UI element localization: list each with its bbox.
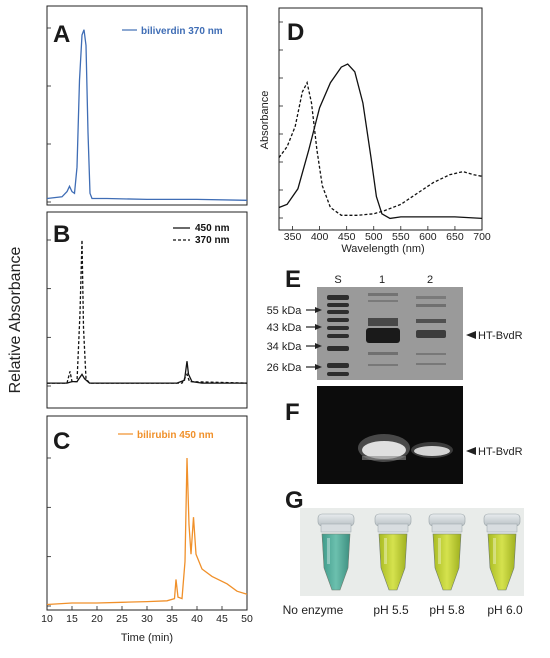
panel-f-letter: F	[285, 399, 300, 426]
series-line-c-0	[46, 457, 248, 606]
x-tick-label: 400	[311, 231, 329, 243]
x-tick-label: 15	[66, 613, 78, 625]
panel-b-letter: B	[53, 221, 70, 248]
panel-f-band-label: HT-BvdR	[478, 446, 523, 458]
arrow-right-icon	[315, 307, 322, 313]
x-tick-label: 35	[166, 613, 178, 625]
tube-label: pH 5.8	[429, 603, 465, 617]
x-tick-label: 650	[446, 231, 464, 243]
x-tick-label: 45	[216, 613, 228, 625]
x-tick-label: 30	[141, 613, 153, 625]
series-line-d-0	[278, 63, 483, 220]
arrow-right-icon	[315, 324, 322, 330]
x-tick-label: 50	[241, 613, 253, 625]
panel-e-ladder-labels: 55 kDa 43 kDa 34 kDa 26 kDa	[267, 305, 322, 374]
ladder-label: 26 kDa	[267, 362, 303, 374]
tube-label: No enzyme	[283, 603, 344, 617]
panel-b-frame	[46, 211, 248, 409]
series-line-d-1	[278, 80, 483, 216]
x-tick-label: 500	[365, 231, 383, 243]
panel-e-lane-2: 2	[427, 274, 433, 286]
x-tick-label: 700	[473, 231, 491, 243]
tube	[483, 513, 521, 591]
panel-d-ylabel: Absorbance	[259, 91, 271, 150]
panel-e-ladder-bands	[327, 295, 349, 376]
panel-f-band-arrow-icon	[466, 447, 476, 455]
x-tick-label: 450	[338, 231, 356, 243]
series-line-a-0	[46, 29, 248, 201]
panel-a-letter: A	[53, 21, 70, 48]
ladder-label: 55 kDa	[267, 305, 303, 317]
panel-g-letter: G	[285, 487, 304, 514]
panel-c-plot	[46, 457, 248, 607]
tube-label: pH 6.0	[487, 603, 523, 617]
x-tick-label: 25	[116, 613, 128, 625]
panel-d-x-ticks: 350 400 450 500 550 600 650 700	[279, 21, 491, 243]
panel-c-letter: C	[53, 428, 70, 455]
arrow-right-icon	[315, 364, 322, 370]
panel-d-frame	[278, 7, 483, 231]
panel-c-x-ticks: 10 15 20 25 30 35 40 45 50	[41, 606, 253, 625]
x-tick-label: 600	[419, 231, 437, 243]
panel-a-legend: biliverdin 370 nm	[141, 26, 223, 37]
panel-e-letter: E	[285, 266, 301, 293]
panel-c-frame	[46, 415, 248, 611]
ladder-label: 43 kDa	[267, 322, 303, 334]
panel-e-band-arrow-icon	[466, 331, 476, 339]
panel-e-lane1-bands	[366, 293, 400, 366]
panel-f-bands	[358, 434, 453, 462]
series-line-b-1	[47, 239, 248, 384]
panel-e-lane-1: 1	[379, 274, 385, 286]
panel-g-tube-labels: No enzyme pH 5.5 pH 5.8 pH 6.0	[283, 603, 523, 617]
panel-c-legend: bilirubin 450 nm	[137, 430, 214, 441]
tube	[428, 513, 466, 591]
panel-a-plot	[46, 27, 248, 203]
panel-f-gel	[317, 386, 463, 484]
shared-ylabel: Relative Absorbance	[7, 247, 24, 394]
tube-label: pH 5.5	[373, 603, 409, 617]
x-tick-label: 550	[392, 231, 410, 243]
panel-b-legend-dashed: 370 nm	[195, 235, 230, 246]
tube	[374, 513, 412, 591]
panel-e-band-label: HT-BvdR	[478, 330, 523, 342]
panel-e-lane-s: S	[334, 274, 341, 286]
panel-d-xlabel: Wavelength (nm)	[341, 243, 424, 255]
shared-xlabel: Time (min)	[121, 632, 173, 644]
x-tick-label: 40	[191, 613, 203, 625]
ladder-label: 34 kDa	[267, 341, 303, 353]
x-tick-label: 350	[284, 231, 302, 243]
panel-b-plot	[47, 239, 248, 387]
panel-d-plot	[278, 63, 483, 220]
x-tick-label: 10	[41, 613, 53, 625]
panel-a-frame	[46, 5, 248, 206]
panel-b-legend-solid: 450 nm	[195, 223, 230, 234]
tube	[317, 513, 355, 591]
x-tick-label: 20	[91, 613, 103, 625]
arrow-right-icon	[315, 343, 322, 349]
panel-d-letter: D	[287, 19, 304, 46]
panel-e-lane2-bands	[416, 296, 446, 365]
panel-g-tubes	[317, 513, 521, 591]
